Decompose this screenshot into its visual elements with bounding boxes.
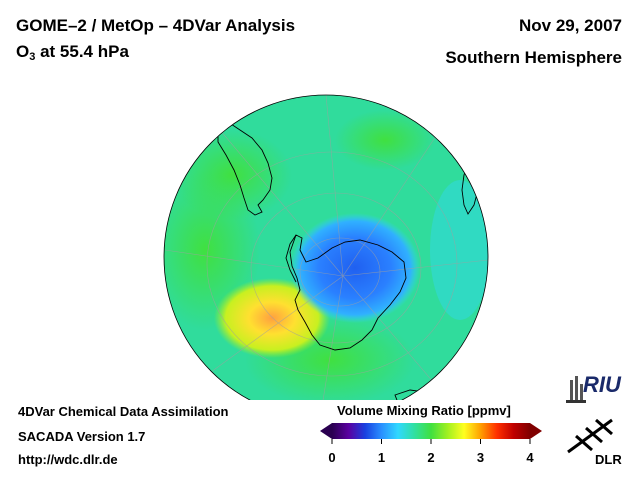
map-title: GOME–2 / MetOp – 4DVar Analysis [16,16,296,35]
colorbar-tick-label: 2 [427,450,435,465]
species-subscript: 3 [29,51,36,63]
riu-logo-text: RIU [583,372,621,397]
pressure-level: at 55.4 hPa [35,42,129,61]
globe-rim [163,94,489,400]
antarctic-peninsula [285,234,297,283]
globe-map [163,94,489,400]
australia-outline [394,389,439,400]
species-symbol: O [16,42,30,61]
colorbar-max-arrow [530,423,542,439]
dlr-logo-icon [567,418,613,454]
colorbar-tick-label: 0 [328,450,336,465]
map-date: Nov 29, 2007 [518,16,622,35]
footer-version: SACADA Version 1.7 [18,429,146,444]
graticule [164,95,488,400]
antarctica-outline [289,234,407,351]
footer-url[interactable]: http://wdc.dlr.de [18,452,118,467]
map-region: Southern Hemisphere [445,48,622,67]
colorbar-tick-label: 3 [476,450,485,465]
colorbar-tick-label: 4 [526,450,534,465]
map-subtitle: O3 at 55.4 hPa [16,42,129,63]
colorbar-title: Volume Mixing Ratio [ppmv] [337,403,511,418]
colorbar-tick-label: 1 [377,450,386,465]
footer-system: 4DVar Chemical Data Assimilation [18,404,229,419]
riu-logo-icon [566,376,586,403]
dlr-logo-text: DLR [595,452,622,467]
ozone-hole [290,213,420,323]
south-america-outline [217,121,273,216]
green-band-n [335,110,435,170]
cyan-band-e [430,180,488,320]
colorbar-gradient [332,423,530,439]
colorbar [320,423,542,444]
colorbar-min-arrow [320,423,332,439]
